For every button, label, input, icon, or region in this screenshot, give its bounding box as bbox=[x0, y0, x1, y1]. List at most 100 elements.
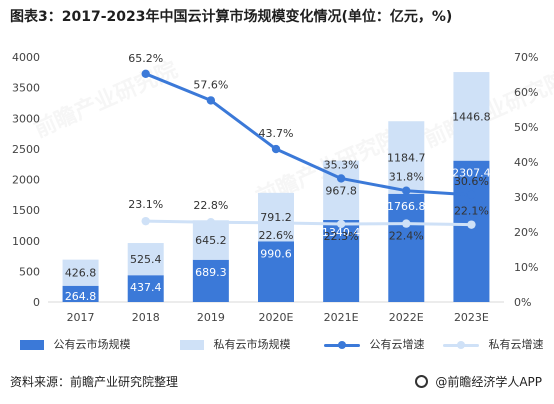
bar-label-public-market: 264.8 bbox=[65, 290, 97, 303]
y-right-tick-label: 70% bbox=[514, 51, 538, 64]
point-private-growth bbox=[271, 218, 281, 228]
bar-public-market bbox=[323, 219, 360, 302]
legend-swatch-private-line bbox=[443, 340, 479, 350]
y-right-tick-label: 40% bbox=[514, 156, 538, 169]
y-left-tick-label: 3000 bbox=[12, 112, 40, 125]
series-line-public-growth bbox=[144, 72, 473, 197]
y-right-tick-label: 60% bbox=[514, 86, 538, 99]
bar-label-public-market: 689.3 bbox=[195, 266, 227, 279]
point-private-growth bbox=[467, 220, 476, 229]
line-label-public-growth: 57.6% bbox=[193, 78, 228, 91]
bar-label-public-market: 990.6 bbox=[260, 247, 292, 260]
legend-item-private-market: 私有云市场规模 bbox=[180, 337, 291, 353]
y-left-tick-label: 1500 bbox=[12, 204, 40, 217]
y-left-tick-label: 2000 bbox=[12, 174, 40, 187]
brand-text: @前瞻经济学人APP bbox=[435, 375, 542, 389]
series-line-private-growth bbox=[144, 219, 473, 227]
bar-label-public-market: 1340.4 bbox=[322, 226, 361, 239]
line-label-private-growth: 22.8% bbox=[193, 199, 228, 212]
y-left-tick-label: 3500 bbox=[12, 82, 40, 95]
bar-public-market bbox=[453, 160, 490, 302]
line-label-private-growth: 22.3% bbox=[324, 230, 359, 243]
point-private-growth bbox=[141, 216, 150, 226]
x-tick-label: 2021E bbox=[324, 311, 359, 324]
bar-label-private-market: 1184.7 bbox=[387, 152, 426, 165]
source-note: 资料来源：前瞻产业研究院整理 bbox=[10, 375, 179, 389]
y-right-tick-label: 10% bbox=[514, 261, 538, 274]
legend-swatch-public-line bbox=[324, 340, 360, 350]
bar-label-public-market: 2307.4 bbox=[452, 167, 491, 180]
legend-swatch-public-bar bbox=[20, 340, 44, 350]
line-label-private-growth: 23.1% bbox=[128, 198, 163, 211]
chart-legend: 公有云市场规模 私有云市场规模 公有云增速 私有云增速 bbox=[20, 337, 544, 355]
legend-item-private-growth: 私有云增速 bbox=[443, 337, 544, 353]
bar-label-private-market: 525.4 bbox=[130, 253, 162, 266]
bar-public-market bbox=[388, 193, 425, 302]
y-left-tick-label: 4000 bbox=[12, 51, 40, 64]
legend-swatch-private-bar bbox=[180, 340, 204, 350]
y-right-tick-label: 20% bbox=[514, 226, 538, 239]
bar-label-private-market: 426.8 bbox=[65, 267, 97, 280]
chart-title: 图表3：2017-2023年中国云计算市场规模变化情况(单位：亿元，%) bbox=[10, 9, 453, 25]
point-private-growth bbox=[402, 219, 411, 228]
bar-private-market bbox=[388, 121, 425, 194]
bar-private-market bbox=[453, 72, 490, 161]
bar-public-market bbox=[62, 285, 99, 302]
point-public-growth bbox=[336, 174, 346, 183]
x-tick-label: 2023E bbox=[454, 311, 489, 324]
y-left-tick-label: 500 bbox=[19, 265, 40, 278]
x-tick-label: 2018 bbox=[132, 311, 160, 324]
line-label-public-growth: 43.7% bbox=[259, 127, 294, 140]
x-tick-label: 2017 bbox=[67, 311, 95, 324]
brand-icon bbox=[415, 375, 429, 388]
line-label-private-growth: 22.6% bbox=[259, 229, 294, 242]
line-label-private-growth: 22.1% bbox=[454, 205, 489, 218]
bar-label-private-market: 1446.8 bbox=[452, 110, 491, 123]
bar-label-public-market: 1766.8 bbox=[387, 200, 426, 213]
y-left-tick-label: 1000 bbox=[12, 235, 40, 248]
bar-private-market bbox=[62, 259, 99, 286]
y-right-tick-label: 30% bbox=[514, 191, 538, 204]
brand-note: @前瞻经济学人APP bbox=[415, 373, 542, 390]
y-left-tick-label: 2500 bbox=[12, 143, 40, 156]
bar-private-market bbox=[192, 220, 229, 260]
bar-public-market bbox=[258, 241, 294, 302]
x-tick-label: 2020E bbox=[259, 311, 294, 324]
y-right-tick-label: 50% bbox=[514, 121, 538, 134]
point-public-growth bbox=[141, 69, 150, 78]
point-public-growth bbox=[467, 190, 476, 200]
line-label-public-growth: 35.3% bbox=[324, 158, 359, 171]
y-left-tick-label: 0 bbox=[33, 296, 40, 309]
legend-label-public-market: 公有云市场规模 bbox=[53, 338, 131, 351]
legend-dot-private bbox=[457, 341, 465, 349]
point-private-growth bbox=[336, 219, 346, 229]
bar-public-market bbox=[127, 275, 164, 302]
legend-label-private-growth: 私有云增速 bbox=[488, 338, 544, 351]
bar-label-private-market: 645.2 bbox=[195, 234, 227, 247]
legend-label-public-growth: 公有云增速 bbox=[369, 338, 425, 351]
line-label-public-growth: 65.2% bbox=[128, 52, 163, 65]
bar-private-market bbox=[323, 160, 360, 220]
bar-private-market bbox=[127, 243, 164, 276]
legend-item-public-market: 公有云市场规模 bbox=[20, 337, 131, 353]
point-public-growth bbox=[206, 96, 216, 105]
bar-label-private-market: 967.8 bbox=[325, 184, 357, 197]
chart-area: 0 500 1000 1500 2000 2500 3000 3500 4000 0% 10% 20%… bbox=[0, 42, 554, 332]
x-tick-label: 2022E bbox=[389, 311, 424, 324]
y-right-tick-label: 0% bbox=[514, 296, 531, 309]
x-tick-label: 2019 bbox=[197, 311, 225, 324]
line-label-public-growth: 30.6% bbox=[454, 175, 489, 188]
chart-svg: 0 500 1000 1500 2000 2500 3000 3500 4000 0% 10% 20%… bbox=[12, 51, 538, 324]
bar-label-private-market: 791.2 bbox=[260, 211, 292, 224]
legend-label-private-market: 私有云市场规模 bbox=[213, 338, 291, 351]
point-private-growth bbox=[206, 218, 216, 227]
point-public-growth bbox=[402, 186, 411, 195]
legend-item-public-growth: 公有云增速 bbox=[324, 337, 425, 353]
line-label-private-growth: 22.4% bbox=[389, 230, 424, 243]
bar-public-market bbox=[192, 259, 229, 302]
legend-dot-public bbox=[338, 341, 346, 349]
bar-label-public-market: 437.4 bbox=[130, 281, 162, 294]
bar-private-market bbox=[258, 192, 294, 242]
line-label-public-growth: 31.8% bbox=[389, 171, 424, 184]
